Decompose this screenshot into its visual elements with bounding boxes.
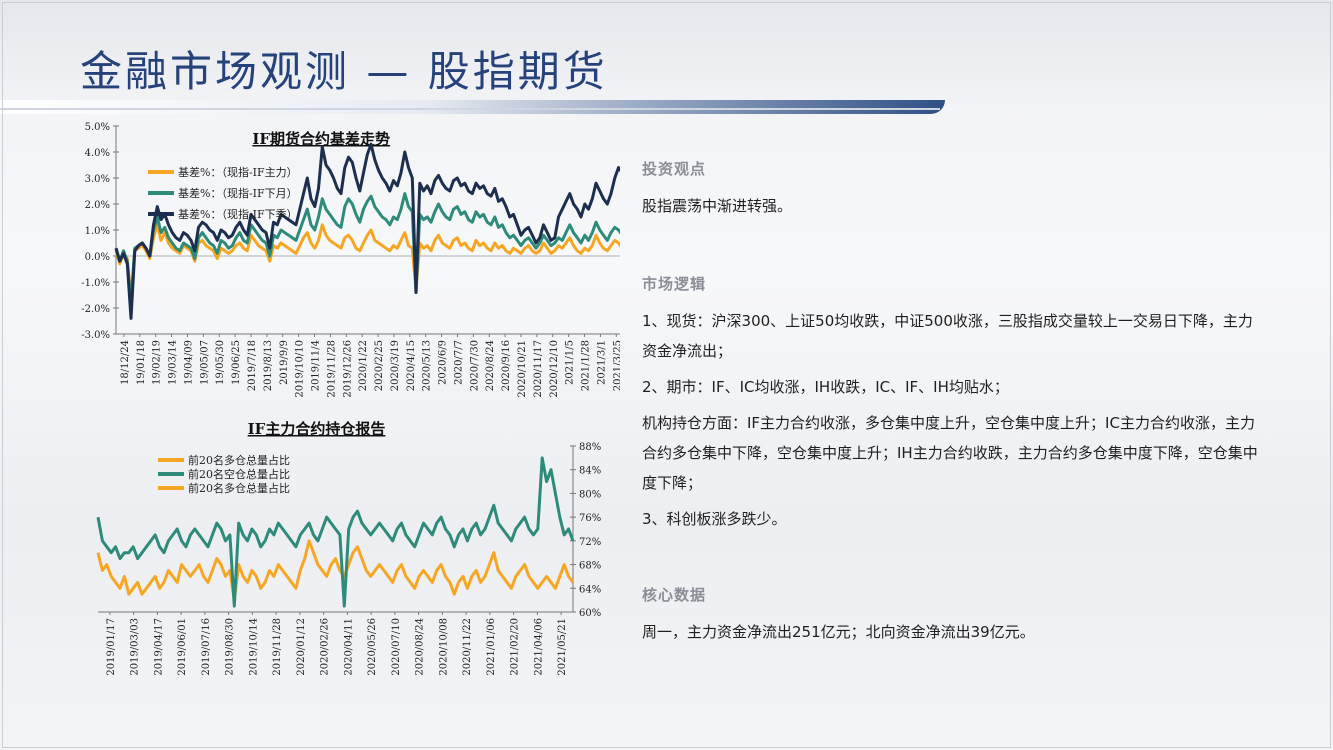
y-tick-label: -1.0% [81, 278, 110, 289]
logic-paragraph-4: 3、科创板涨多跌少。 [642, 510, 787, 528]
section-title-view: 投资观点 [642, 160, 707, 178]
x-tick-label: 19/05/30 [215, 340, 226, 385]
x-tick-label: 2019/10/10 [295, 340, 306, 398]
x-tick-label: 2020/11/22 [462, 618, 473, 676]
x-tick-label: 19/03/14 [168, 340, 179, 385]
title-rule-line [0, 108, 940, 110]
x-tick-label: 2021/3/25 [612, 340, 620, 391]
x-tick-label: 19/04/09 [183, 340, 194, 385]
x-tick-label: 2019/03/03 [130, 618, 141, 676]
x-tick-label: 2019/7/18 [247, 340, 258, 391]
x-tick-label: 2021/3/1 [596, 340, 607, 385]
x-tick-label: 2020/07/10 [391, 618, 402, 676]
x-tick-label: 2020/5/13 [422, 340, 433, 391]
view-text: 股指震荡中渐进转强。 [642, 197, 793, 215]
series-line-2 [114, 192, 620, 305]
y-tick-label: 68% [579, 561, 601, 572]
legend-label-1: 前20名多仓总量占比 [188, 453, 290, 467]
section-title-logic: 市场逻辑 [642, 275, 707, 293]
legend-label-2: 基差%：（现指-IF下月） [178, 186, 298, 200]
x-tick-label: 19/05/07 [199, 340, 210, 385]
y-tick-label: 76% [579, 513, 601, 524]
legend-label-1: 基差%：（现指-IF主力） [178, 165, 298, 179]
x-tick-label: 2019/04/17 [153, 618, 164, 676]
x-tick-label: 2019/11/28 [326, 340, 337, 398]
title-rule [0, 100, 945, 114]
series-line-3 [114, 142, 620, 320]
right-panel: 投资观点 股指震荡中渐进转强。 市场逻辑 1、现货：沪深300、上证50均收跌，… [642, 150, 1262, 647]
x-tick-label: 2020/3/19 [390, 340, 401, 391]
x-tick-label: 2021/01/06 [486, 618, 497, 676]
legend-label-3: 基差%：（现指-IF下季） [178, 207, 298, 221]
series-line-2 [96, 456, 575, 608]
x-tick-label: 2020/10/21 [517, 340, 528, 398]
x-tick-label: 2020/2/25 [374, 340, 385, 391]
x-tick-label: 2020/05/26 [367, 618, 378, 676]
x-tick-label: 2019/07/16 [201, 618, 212, 676]
core-data-text: 周一，主力资金净流出251亿元；北向资金净流出39亿元。 [642, 623, 1035, 641]
y-tick-label: 72% [579, 537, 601, 548]
x-tick-label: 2021/05/21 [557, 618, 568, 676]
logic-paragraph-2: 2、期市：IF、IC均收涨，IH收跌，IC、IF、IH均贴水； [642, 378, 1009, 396]
x-tick-label: 2020/08/24 [415, 618, 426, 676]
x-tick-label: 2020/1/22 [358, 340, 369, 391]
y-tick-label: -2.0% [81, 304, 110, 315]
section-title-data: 核心数据 [642, 586, 707, 604]
x-tick-label: 2019/8/13 [263, 340, 274, 391]
x-tick-label: 2020/9/16 [501, 340, 512, 391]
x-tick-label: 2019/12/26 [342, 340, 353, 398]
y-tick-label: 5.0% [85, 122, 110, 133]
page-title: 金融市场观测 — 股指期货 [80, 47, 608, 96]
x-tick-label: 2019/01/17 [106, 618, 117, 676]
x-tick-label: 2019/06/01 [177, 618, 188, 676]
x-tick-label: 2020/8/24 [485, 340, 496, 391]
y-tick-label: 0.0% [85, 252, 110, 263]
x-tick-label: 2021/1/5 [565, 340, 576, 385]
position-chart: IF主力合约持仓报告 60% 64% 68% 72% 76% 80% 84% 88% 2019/0… [96, 420, 601, 676]
y-tick-label: 2.0% [85, 200, 110, 211]
chart-title: IF主力合约持仓报告 [248, 420, 386, 438]
x-tick-label: 2020/01/12 [296, 618, 307, 676]
x-tick-label: 18/12/24 [120, 340, 131, 385]
x-tick-label: 19/02/19 [152, 340, 163, 385]
logic-paragraph-1: 1、现货：沪深300、上证50均收跌，中证500收涨，三股指成交量较上一交易日下… [642, 312, 1253, 360]
x-tick-label: 2019/11/28 [272, 618, 283, 676]
y-tick-label: 64% [579, 584, 601, 595]
y-tick-label: 60% [579, 608, 601, 619]
legend-label-3: 前20名多仓总量占比 [188, 481, 290, 495]
x-tick-label: 2020/11/17 [533, 340, 544, 398]
chart-title: IF期货合约基差走势 [252, 130, 390, 148]
x-tick-label: 2020/7/30 [469, 340, 480, 391]
basis-chart: IF期货合约基差走势 -3.0% -2.0% -1.0% 0.0% 1.0% 2.0% 3.0… [81, 122, 620, 398]
x-tick-label: 2019/9/9 [279, 340, 290, 385]
y-tick-label: 84% [579, 466, 601, 477]
x-tick-label: 2020/02/26 [320, 618, 331, 676]
x-tick-label: 19/06/25 [231, 340, 242, 385]
legend-label-2: 前20名空仓总量占比 [188, 467, 290, 481]
series-line-1 [96, 539, 575, 602]
y-tick-label: 1.0% [85, 226, 110, 237]
series-line-1 [114, 223, 620, 300]
x-tick-label: 2020/4/15 [406, 340, 417, 391]
x-tick-label: 2019/08/30 [225, 618, 236, 676]
x-tick-label: 2019/11/4 [311, 340, 322, 391]
x-tick-label: 2021/04/06 [533, 618, 544, 676]
x-tick-label: 2020/12/10 [549, 340, 560, 398]
logic-paragraph-3: 机构持仓方面：IF主力合约收涨，多仓集中度上升，空仓集中度上升；IC主力合约收涨… [642, 414, 1258, 492]
x-tick-label: 2019/10/14 [248, 618, 259, 676]
x-tick-label: 2021/02/20 [510, 618, 521, 676]
x-tick-label: 2020/10/08 [438, 618, 449, 676]
y-tick-label: 80% [579, 489, 601, 500]
y-tick-label: -3.0% [81, 330, 110, 341]
x-tick-label: 2020/04/11 [343, 618, 354, 676]
x-tick-label: 19/01/18 [136, 340, 147, 385]
y-tick-label: 3.0% [85, 174, 110, 185]
x-tick-label: 2020/7/7 [453, 340, 464, 385]
y-tick-label: 88% [579, 442, 601, 453]
x-tick-label: 2021/1/28 [581, 340, 592, 391]
y-tick-label: 4.0% [85, 148, 110, 159]
x-tick-label: 2020/6/9 [438, 340, 449, 385]
